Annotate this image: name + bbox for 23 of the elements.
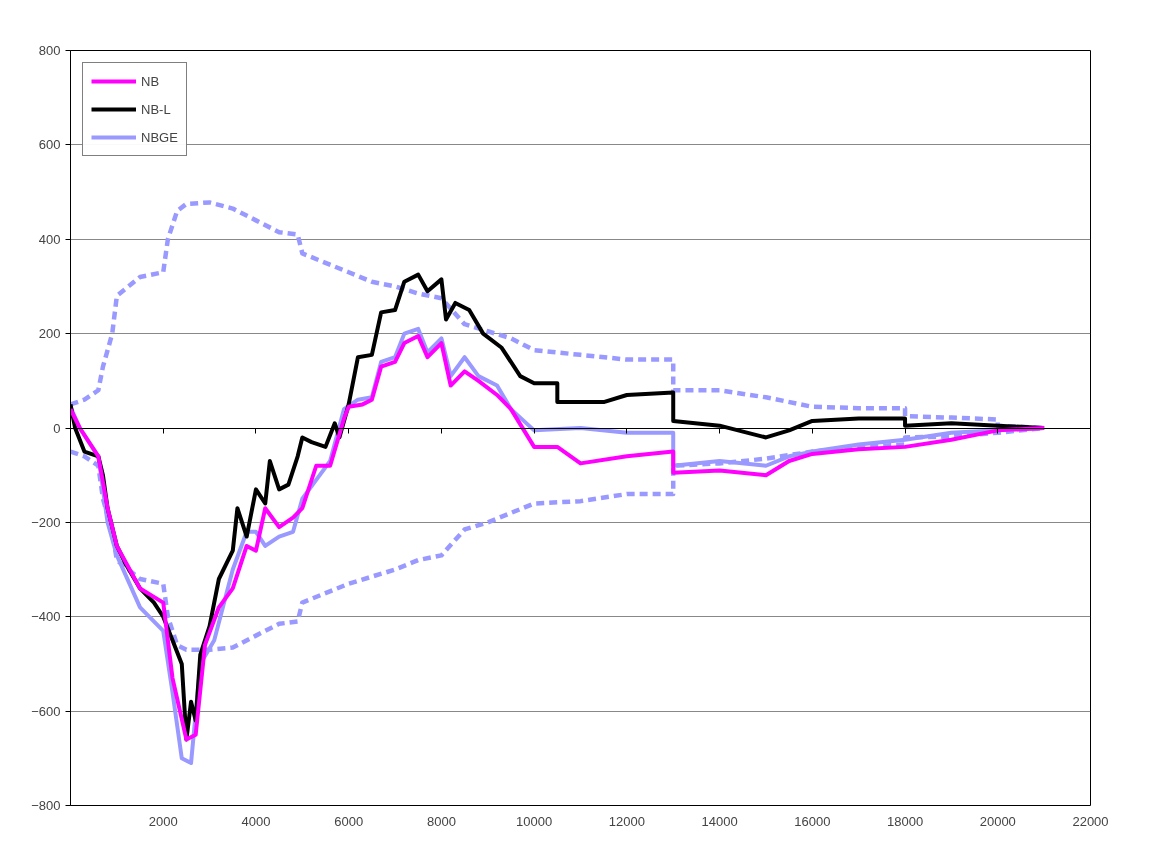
y-tick-label: 800 [38, 43, 61, 58]
x-tick-label: 18000 [886, 813, 924, 829]
x-tick-label: 6000 [334, 813, 364, 829]
x-tick-label: 12000 [608, 813, 645, 829]
y-tick-label: 600 [38, 137, 61, 153]
x-tick-label: 4000 [241, 813, 271, 829]
x-tick-label: 16000 [794, 813, 831, 829]
x-tick-label: 14000 [701, 813, 738, 829]
y-tick-label: −800 [31, 798, 61, 813]
x-tick-label: 10000 [516, 813, 553, 829]
x-tick-label: 2000 [148, 813, 178, 829]
y-tick-label: 400 [38, 231, 61, 247]
x-tick-label: 22000 [1072, 813, 1109, 829]
x-tick-label: 20000 [979, 813, 1016, 829]
y-tick-label: −400 [31, 609, 61, 625]
y-tick-label: 0 [53, 420, 61, 436]
x-tick-label: 8000 [426, 813, 456, 829]
legend-label: NBGE [141, 129, 178, 145]
y-tick-label: −600 [31, 703, 61, 719]
legend-label: NB [141, 73, 161, 89]
y-tick-label: −200 [31, 514, 61, 530]
y-tick-label: 200 [38, 326, 61, 342]
legend-label: NB-L [141, 101, 171, 117]
